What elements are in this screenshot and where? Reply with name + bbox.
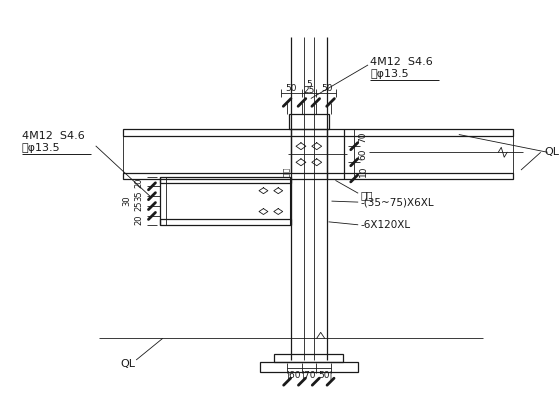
Bar [123,173,513,179]
Bar [160,177,291,184]
Bar [123,129,513,136]
Bar [259,362,358,372]
Text: 35: 35 [134,191,143,202]
Text: 50: 50 [286,84,297,93]
Text: 50: 50 [321,84,332,93]
Bar [289,114,329,129]
Text: |70: |70 [302,371,316,380]
Text: 端: 端 [283,168,290,172]
Text: 25: 25 [134,201,143,211]
Text: 4M12  S4.6: 4M12 S4.6 [370,57,433,67]
Text: -6X120XL: -6X120XL [360,220,410,230]
Text: 70: 70 [358,132,367,143]
Text: 50|: 50| [319,371,333,380]
Text: 30: 30 [123,196,132,207]
Text: 板: 板 [283,172,290,176]
Text: 简φ13.5: 简φ13.5 [370,69,409,79]
Text: 25: 25 [303,86,315,95]
Text: 10: 10 [358,165,367,176]
Text: 20: 20 [134,215,143,225]
Bar [123,136,513,173]
Text: 60: 60 [358,149,367,160]
Text: 20: 20 [134,177,143,188]
Text: 简φ13.5: 简φ13.5 [22,143,60,153]
Bar [160,219,291,225]
Text: QL: QL [545,147,559,157]
Text: -(35~75)X6XL: -(35~75)X6XL [360,197,434,207]
Text: QL: QL [121,359,136,369]
Text: 4M12  S4.6: 4M12 S4.6 [22,131,85,141]
Bar [274,354,343,362]
Text: 钔柱: 钔柱 [360,190,372,200]
Text: 5: 5 [306,80,312,89]
Text: |60: |60 [287,371,301,380]
